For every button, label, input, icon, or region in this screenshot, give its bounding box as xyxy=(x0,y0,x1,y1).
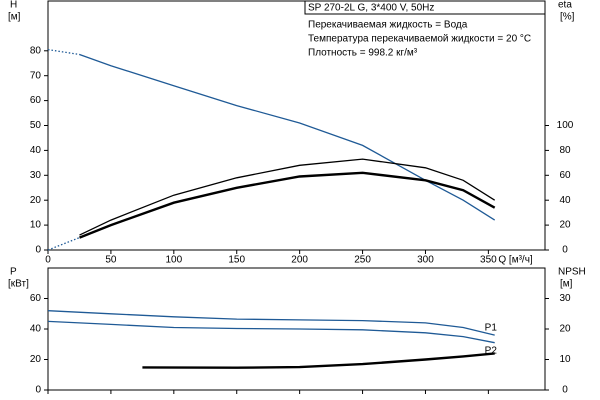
y-tick-label: 60 xyxy=(30,293,42,304)
y-axis-label: P xyxy=(10,267,17,278)
y-axis-label: H xyxy=(10,0,17,11)
y2-tick-label: 20 xyxy=(559,220,571,231)
x-axis-label: Q [м³/ч] xyxy=(498,255,533,266)
curve xyxy=(79,158,496,236)
title-box xyxy=(304,0,546,15)
y-tick-label: 20 xyxy=(30,354,42,365)
y-tick-label: 30 xyxy=(30,170,42,181)
curve xyxy=(47,236,80,251)
curve xyxy=(142,352,495,369)
y2-tick-label: 0 xyxy=(562,385,568,396)
y-tick-label: 20 xyxy=(30,195,42,206)
y2-tick-label: 20 xyxy=(559,324,571,335)
x-tick-label: 0 xyxy=(45,255,51,266)
annotation: Температура перекачиваемой жидкости = 20… xyxy=(308,34,531,45)
x-tick-label: 300 xyxy=(417,255,434,266)
curve-label: P1 xyxy=(485,323,498,334)
chart-title: SP 270-2L G, 3*400 V, 50Hz xyxy=(308,3,434,14)
y-axis-unit: [м] xyxy=(8,12,21,23)
curve xyxy=(47,48,80,56)
x-tick-label: 200 xyxy=(291,255,308,266)
curve xyxy=(79,53,496,221)
y2-tick-label: 100 xyxy=(557,120,574,131)
y2-axis-label: NPSH xyxy=(558,267,586,278)
y-tick-label: 10 xyxy=(30,220,42,231)
curve xyxy=(47,310,495,336)
y-tick-label: 50 xyxy=(30,120,42,131)
y2-axis-unit: [%] xyxy=(560,12,575,23)
y-tick-label: 0 xyxy=(35,245,41,256)
annotation: Перекачиваемая жидкость = Вода xyxy=(308,20,468,31)
y-tick-label: 0 xyxy=(35,385,41,396)
y2-tick-label: 40 xyxy=(559,195,571,206)
curve xyxy=(79,171,496,239)
annotation: Плотность = 998.2 кг/м³ xyxy=(308,48,418,59)
y-tick-label: 80 xyxy=(30,45,42,56)
y2-tick-label: 80 xyxy=(559,145,571,156)
y2-tick-label: 10 xyxy=(559,354,571,365)
y-tick-label: 70 xyxy=(30,70,42,81)
y-axis-unit: [кВт] xyxy=(8,279,29,290)
y-tick-label: 40 xyxy=(30,324,42,335)
x-tick-label: 100 xyxy=(165,255,182,266)
y2-axis-unit: [м] xyxy=(560,279,573,290)
y2-axis-label: eta xyxy=(558,0,572,11)
x-tick-label: 350 xyxy=(480,255,497,266)
y2-tick-label: 0 xyxy=(562,245,568,256)
x-tick-label: 150 xyxy=(228,255,245,266)
y-tick-label: 60 xyxy=(30,95,42,106)
curve-label: P2 xyxy=(485,345,498,356)
x-tick-label: 50 xyxy=(105,255,117,266)
y-tick-label: 40 xyxy=(30,145,42,156)
y2-tick-label: 30 xyxy=(559,293,571,304)
y2-tick-label: 60 xyxy=(559,170,571,181)
x-tick-label: 250 xyxy=(354,255,371,266)
curve xyxy=(47,320,495,344)
